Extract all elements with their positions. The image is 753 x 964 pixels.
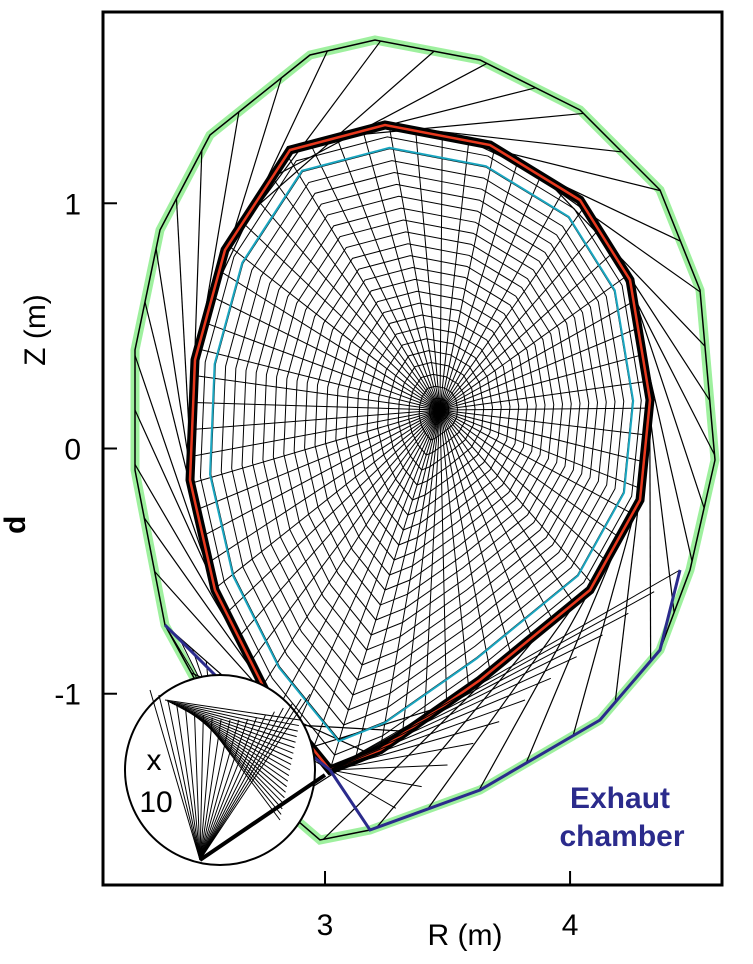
radial-line (440, 410, 511, 655)
x-tick-label: 4 (562, 909, 579, 942)
radial-line (191, 410, 440, 483)
y-tick-label: 1 (64, 188, 81, 221)
inset-label: x (147, 744, 162, 777)
y-tick-label: -1 (54, 679, 81, 712)
radial-line (440, 410, 553, 620)
radial-line (203, 410, 440, 536)
inset-label: 10 (139, 786, 172, 819)
radial-line (272, 177, 440, 410)
radial-line (227, 410, 440, 613)
radial-line (440, 410, 447, 703)
radial-line (228, 245, 440, 410)
radial-line (440, 410, 619, 537)
radial-line (263, 410, 440, 686)
y-axis-label: Z (m) (19, 294, 52, 366)
annotation: chamber (559, 820, 684, 853)
sol-spoke (573, 489, 641, 736)
radial-line (440, 410, 469, 688)
radial-line (191, 410, 440, 456)
mesh (125, 40, 715, 865)
x-axis-label: R (m) (428, 919, 503, 952)
radial-line (239, 410, 440, 637)
divertor-mesh (330, 635, 603, 770)
radial-line (355, 410, 440, 760)
radial-line (440, 381, 647, 410)
radial-line (402, 410, 440, 734)
radial-line (194, 375, 440, 410)
x-tick-label: 3 (317, 909, 334, 942)
divertor-mesh (330, 613, 628, 770)
divertor-mesh (330, 678, 551, 770)
y-tick-label: 0 (64, 434, 81, 467)
cropped-label: d (0, 516, 32, 534)
radial-line (243, 223, 440, 410)
annotation: Exhaut (570, 782, 670, 815)
chart: d Z (m) R (m) Exhaut chamber x 10 3 4 -1 0 1 (0, 0, 753, 959)
radial-line (440, 190, 564, 410)
radial-line (440, 410, 593, 585)
